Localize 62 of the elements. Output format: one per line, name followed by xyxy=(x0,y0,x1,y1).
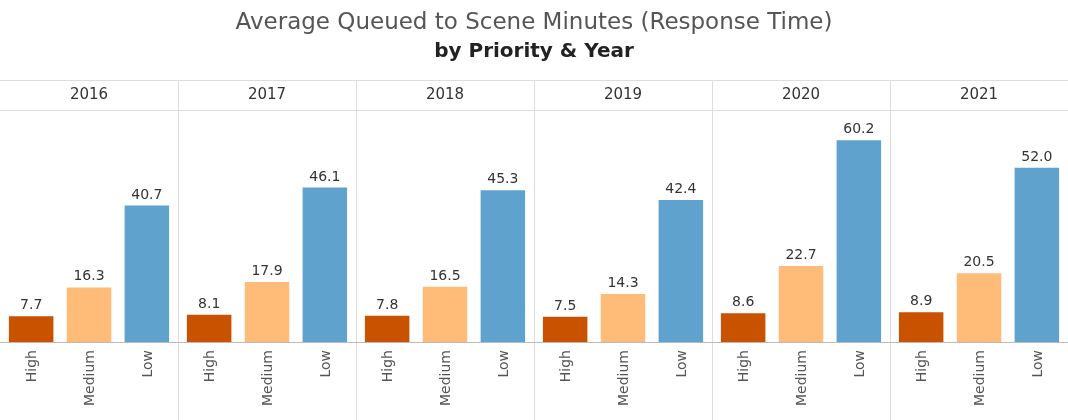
text: High xyxy=(735,350,752,383)
bar xyxy=(8,316,54,342)
bar xyxy=(600,294,646,342)
data-label: 14.3 xyxy=(607,274,639,291)
x-tick-label: 2020 xyxy=(781,84,821,103)
x-tick-label: 2016 xyxy=(69,84,109,103)
data-label: 45.3 xyxy=(487,170,519,187)
bar xyxy=(302,187,348,342)
data-label: 7.5 xyxy=(554,296,577,313)
data-label: 20.5 xyxy=(963,253,995,270)
x-tick-label: 2017 xyxy=(247,84,287,103)
text: Medium xyxy=(437,350,453,406)
text: Medium xyxy=(81,350,97,406)
text: High xyxy=(201,350,218,383)
bar xyxy=(244,282,290,342)
data-label: 16.3 xyxy=(73,267,105,284)
text: Medium xyxy=(971,350,987,406)
x-tick-label: 2019 xyxy=(603,84,643,103)
text: Low xyxy=(672,350,689,378)
bar xyxy=(1014,167,1060,342)
text: Low xyxy=(494,350,511,378)
data-label: 60.2 xyxy=(843,120,875,137)
data-label: 8.6 xyxy=(732,293,755,310)
bar xyxy=(836,140,882,342)
text: Low xyxy=(316,350,333,378)
bar xyxy=(898,312,944,342)
bar xyxy=(658,199,704,342)
text: Medium xyxy=(793,350,809,406)
bar xyxy=(422,286,468,342)
bar xyxy=(542,316,588,342)
data-label: 17.9 xyxy=(251,262,283,279)
bar xyxy=(480,190,526,342)
chart-subtitle: by Priority & Year xyxy=(434,38,634,62)
data-label: 46.1 xyxy=(309,167,341,184)
data-label: 22.7 xyxy=(785,245,817,262)
text: Low xyxy=(138,350,155,378)
data-label: 7.8 xyxy=(376,295,399,312)
bar xyxy=(186,314,232,342)
bar xyxy=(66,287,112,342)
data-label: 16.5 xyxy=(429,266,461,283)
text: Low xyxy=(1028,350,1045,378)
chart-title: Average Queued to Scene Minutes (Response Time) xyxy=(235,7,833,34)
bar xyxy=(778,265,824,342)
text: Low xyxy=(850,350,867,378)
text: Medium xyxy=(259,350,275,406)
text: High xyxy=(913,350,930,383)
x-tick-label: 2018 xyxy=(425,84,465,103)
text: High xyxy=(379,350,396,383)
data-label: 8.1 xyxy=(198,294,221,311)
text: High xyxy=(557,350,574,383)
bar xyxy=(364,315,410,342)
data-label: 52.0 xyxy=(1021,147,1053,164)
text: Medium xyxy=(615,350,631,406)
data-label: 8.9 xyxy=(910,292,933,309)
bar xyxy=(956,273,1002,342)
data-label: 40.7 xyxy=(131,185,163,202)
bar xyxy=(720,313,766,342)
data-label: 7.7 xyxy=(20,296,43,313)
text: High xyxy=(23,350,40,383)
data-label: 42.4 xyxy=(665,179,697,196)
x-tick-label: 2021 xyxy=(959,84,999,103)
bar xyxy=(124,205,170,342)
